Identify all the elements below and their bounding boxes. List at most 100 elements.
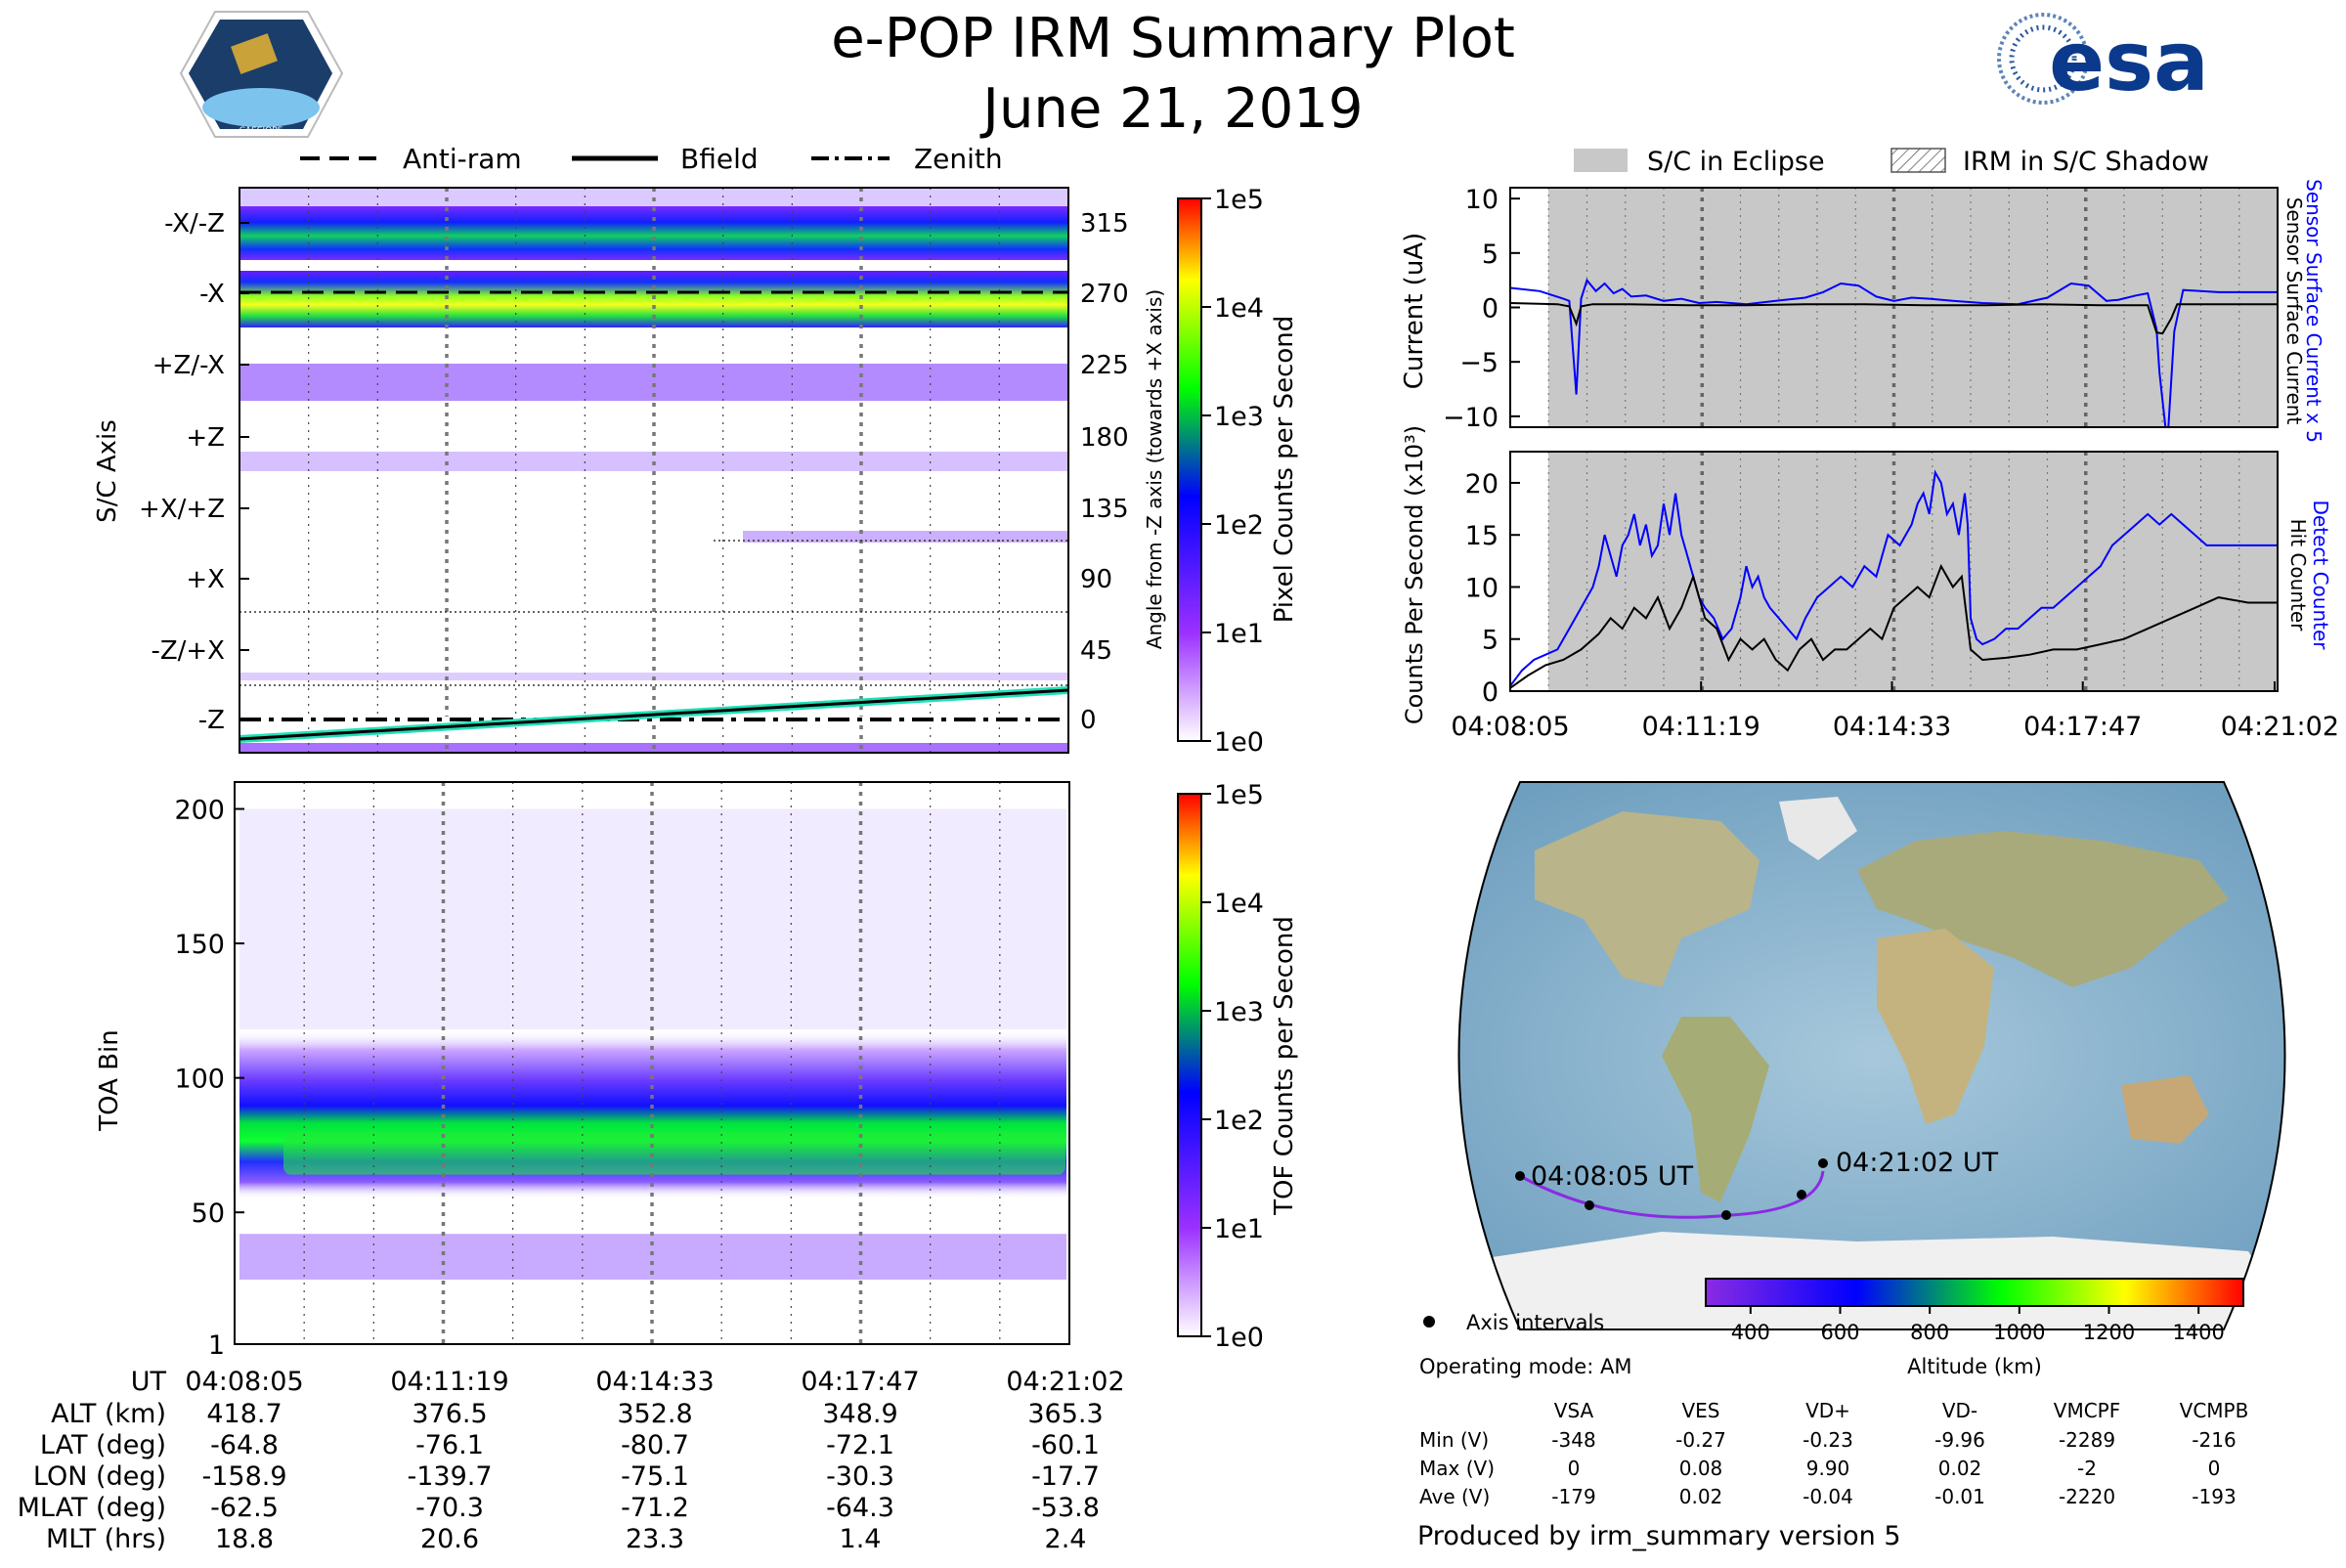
cassiope-logo: CASSIOPE: [179, 11, 344, 138]
south-america: [1662, 1017, 1769, 1202]
sc-axis-labels: -X/-Z -X +Z/-X +Z +X/+Z +X -Z/+X -Z: [139, 209, 249, 735]
right-legend: S/C in Eclipse IRM in S/C Shadow: [1574, 147, 2209, 177]
current-grid: [1547, 188, 2240, 427]
sc-axis-label: +Z: [186, 423, 225, 453]
ut-time: 04:08:05: [185, 1367, 303, 1397]
australia: [2121, 1075, 2209, 1144]
band-x-z: [239, 206, 1068, 260]
current-panel: 10 5 0 −5 −10 Current (uA) Sensor Surface Cu…: [1400, 179, 2325, 443]
counts-ylabel: Counts Per Second (x10³): [1401, 425, 1428, 724]
pixel-colorbar-tick-label: 1e3: [1214, 402, 1264, 432]
voltage-value: -0.04: [1803, 1485, 1853, 1508]
voltage-value: 0.02: [1938, 1457, 1982, 1480]
tof-colorbar-tick-label: 1e4: [1214, 889, 1264, 919]
voltage-row-label: Min (V): [1419, 1428, 1489, 1452]
counts-x-tick-label: 04:21:02: [2221, 712, 2339, 742]
toa-frame: [234, 781, 1070, 1345]
toa-y-ticks: 200 150 100 50 1: [174, 796, 244, 1361]
toa-core-band: [283, 1131, 1065, 1175]
sc-axis-label: -Z/+X: [151, 636, 225, 666]
toa-y-tick-label: 150: [174, 930, 225, 960]
eclipse-swatch: [1574, 149, 1628, 172]
sc-angle-label: 45: [1080, 636, 1112, 666]
band-xz: [743, 531, 1068, 543]
altitude-colorbar-label: Altitude (km): [1907, 1355, 2042, 1378]
track-point-2: [1585, 1200, 1594, 1210]
greenland: [1779, 797, 1857, 860]
pixel-colorbar-tick-label: 1e2: [1214, 510, 1264, 541]
voltage-value: 9.90: [1806, 1457, 1850, 1480]
ground-track: [1519, 1170, 1825, 1219]
voltage-row-label: Max (V): [1419, 1457, 1495, 1480]
sc-axis-label: -X: [199, 280, 225, 309]
counts-grid: [1547, 452, 2240, 691]
voltage-value: -0.23: [1803, 1428, 1853, 1452]
tof-colorbar-bar: [1177, 793, 1202, 1337]
panel-y-tick-label: −5: [1459, 348, 1499, 378]
voltage-value: -216: [2192, 1428, 2236, 1452]
toa-y-tick-label: 1: [208, 1330, 225, 1361]
sc-angle-label: 315: [1080, 209, 1129, 239]
counts-panel: 20 15 10 5 0 04:08:05 04:11:19 04:14:33 04:17:4…: [1401, 425, 2339, 742]
bfield-line: [239, 688, 1069, 741]
ephemeris-value: -70.3: [415, 1493, 484, 1523]
legend-shadow: IRM in S/C Shadow: [1963, 147, 2209, 177]
current-eclipse-shade: [1548, 188, 2278, 427]
voltage-column-header: VD+: [1805, 1399, 1850, 1422]
current-series: [1509, 278, 2278, 428]
altitude-tick-label: 1400: [2172, 1321, 2224, 1344]
current-panel-series-blue: [1509, 278, 2278, 428]
toa-y-tick-label: 200: [174, 796, 225, 826]
voltage-value: 0: [2208, 1457, 2221, 1480]
ut-label: UT: [131, 1367, 167, 1397]
sc-angle-label: 135: [1080, 495, 1129, 524]
voltage-column-header: VCMPB: [2180, 1399, 2249, 1422]
sc-angle-label: 225: [1080, 351, 1129, 380]
ephemeris-row-label: LAT (deg): [40, 1430, 166, 1460]
ephemeris-value: 23.3: [626, 1524, 684, 1554]
voltage-table: VSA VES VD+ VD- VMCPF VCMPB Min (V) -348 -0.27 -0…: [1419, 1399, 2248, 1508]
sc-angle-labels: 315 270 225 180 135 90 45 0: [1080, 209, 1129, 735]
voltage-column-header: VD-: [1942, 1399, 1977, 1422]
angle-ylabel: Angle from -Z axis (towards +X axis): [1143, 289, 1166, 649]
north-america: [1535, 811, 1760, 987]
counts-right-label-black: Hit Counter: [2286, 519, 2310, 632]
counts-right-label-blue: Detect Counter: [2309, 501, 2332, 651]
ephemeris-value: 418.7: [206, 1399, 282, 1429]
sc-axis-label: +X/+Z: [139, 495, 225, 524]
current-y-ticks: 10 5 0 −5 −10: [1443, 185, 1520, 433]
voltage-value: -179: [1551, 1485, 1595, 1508]
ephemeris-value: -71.2: [621, 1493, 689, 1523]
panel-y-tick-label: 5: [1482, 626, 1499, 656]
counts-frame: [1509, 451, 2279, 692]
toa-y-tick-label: 100: [174, 1065, 225, 1095]
sc-axis-label: +Z/-X: [152, 351, 225, 380]
ephemeris-value: 2.4: [1045, 1524, 1087, 1554]
panel-y-tick-label: 10: [1465, 185, 1499, 215]
axis-intervals-marker: [1423, 1316, 1435, 1328]
voltage-value: 0: [1568, 1457, 1581, 1480]
counts-y-ticks: 20 15 10 5 0: [1465, 469, 1520, 708]
voltage-row-label: Ave (V): [1419, 1485, 1490, 1508]
tof-colorbar-tick-label: 1e0: [1214, 1323, 1264, 1353]
counts-x-tick-label: 04:14:33: [1833, 712, 1951, 742]
sc-angle-label: 180: [1080, 423, 1129, 453]
ephemeris-value: -64.8: [210, 1430, 279, 1460]
ephemeris-value: 376.5: [412, 1399, 487, 1429]
sc-axis-label: +X: [186, 565, 225, 594]
ephemeris-row-label: ALT (km): [51, 1399, 166, 1429]
axis-intervals-label: Axis intervals: [1466, 1311, 1604, 1334]
ephemeris-value: 1.4: [840, 1524, 882, 1554]
voltage-value: -0.01: [1934, 1485, 1985, 1508]
tof-colorbar-tick-label: 1e3: [1214, 997, 1264, 1027]
toa-y-tick-label: 50: [192, 1198, 225, 1229]
ephemeris-row-label: MLAT (deg): [18, 1493, 166, 1523]
ephemeris-value: -76.1: [415, 1430, 484, 1460]
pixel-colorbar-tick-label: 1e0: [1214, 727, 1264, 758]
map-border: [1457, 781, 2286, 1330]
altitude-tick-label: 1200: [2083, 1321, 2135, 1344]
pixel-colorbar-bar: [1177, 197, 1202, 742]
counts-series: [1509, 469, 2278, 689]
cassiope-logo-text: CASSIOPE: [239, 126, 283, 136]
